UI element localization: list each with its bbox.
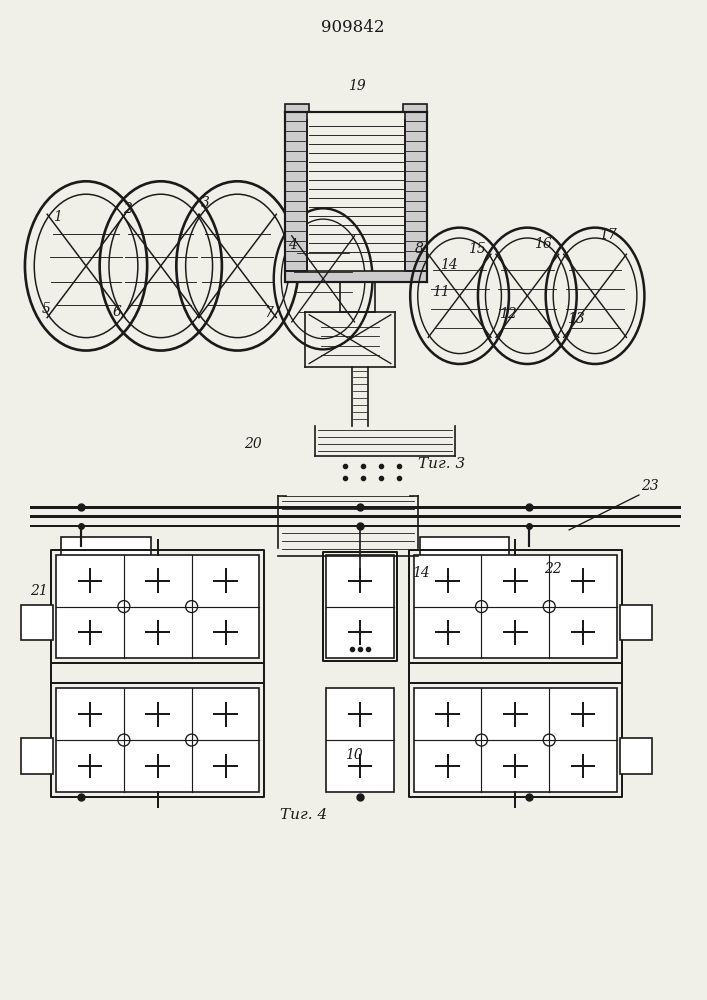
- Text: 10: 10: [345, 748, 363, 762]
- Bar: [285, 104, 309, 112]
- Text: 21: 21: [30, 584, 48, 598]
- Bar: [403, 104, 427, 112]
- Bar: [285, 271, 427, 282]
- Bar: [51, 550, 264, 663]
- Text: 909842: 909842: [321, 19, 385, 36]
- Bar: [620, 738, 652, 774]
- Text: 7: 7: [264, 306, 273, 320]
- Bar: [56, 555, 259, 658]
- Text: 14: 14: [440, 258, 457, 272]
- Text: 12: 12: [499, 307, 518, 321]
- Text: 15: 15: [467, 242, 485, 256]
- Polygon shape: [332, 602, 388, 641]
- Bar: [620, 605, 652, 640]
- Text: 17: 17: [599, 228, 617, 242]
- Bar: [51, 683, 264, 797]
- Text: 8: 8: [415, 242, 423, 256]
- Bar: [21, 738, 53, 774]
- Bar: [326, 555, 394, 658]
- Bar: [414, 688, 617, 792]
- Text: 1: 1: [53, 210, 62, 224]
- Bar: [409, 550, 622, 663]
- Bar: [285, 112, 307, 271]
- Bar: [323, 552, 397, 661]
- Bar: [56, 688, 259, 792]
- Text: 13: 13: [567, 312, 585, 326]
- Text: Τиг. 4: Τиг. 4: [280, 808, 327, 822]
- Bar: [420, 537, 509, 562]
- Text: 4: 4: [288, 238, 297, 252]
- Text: 20: 20: [245, 437, 262, 451]
- FancyBboxPatch shape: [333, 574, 387, 595]
- Text: 14: 14: [411, 566, 430, 580]
- Bar: [344, 572, 376, 602]
- Bar: [61, 537, 151, 562]
- Text: 19: 19: [348, 79, 366, 93]
- Bar: [21, 605, 53, 640]
- Text: 23: 23: [641, 479, 659, 493]
- Bar: [409, 683, 622, 797]
- Text: 3: 3: [201, 196, 209, 210]
- Text: 11: 11: [432, 285, 450, 299]
- Text: Τиг. 3: Τиг. 3: [418, 457, 465, 471]
- Text: 16: 16: [534, 237, 552, 251]
- Bar: [326, 688, 394, 792]
- Text: 2: 2: [123, 202, 132, 216]
- Text: 5: 5: [41, 302, 50, 316]
- Text: 6: 6: [113, 305, 122, 319]
- Text: 22: 22: [544, 562, 562, 576]
- Bar: [405, 112, 427, 271]
- Bar: [414, 555, 617, 658]
